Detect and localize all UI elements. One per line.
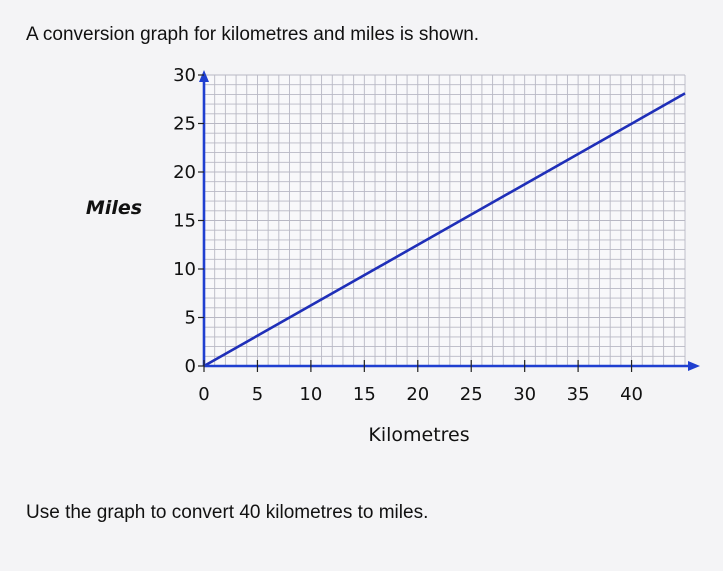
y-tick-label: 25 xyxy=(173,114,196,135)
y-axis-arrow xyxy=(199,70,209,82)
x-tick-label: 25 xyxy=(460,384,483,405)
y-tick-label: 10 xyxy=(173,259,196,280)
series-layer xyxy=(203,92,686,368)
x-tick-label: 20 xyxy=(406,384,429,405)
question-task: Use the graph to convert 40 kilometres t… xyxy=(26,502,429,523)
series-line-0 xyxy=(203,92,686,368)
x-tick-label: 5 xyxy=(252,384,263,405)
y-tick-label: 20 xyxy=(173,162,196,183)
tick-labels: 0 5 10 15 20 25 30 35 40 0 5 10 15 20 25 30 xyxy=(173,65,643,405)
question-intro: A conversion graph for kilometres and mi… xyxy=(26,24,480,45)
y-tick-label: 5 xyxy=(185,308,196,329)
x-tick-label: 35 xyxy=(567,384,590,405)
y-tick-label: 30 xyxy=(173,65,196,86)
x-tick-label: 15 xyxy=(353,384,376,405)
y-tick-label: 0 xyxy=(185,356,196,377)
x-tick-label: 10 xyxy=(299,384,322,405)
x-tick-label: 30 xyxy=(513,384,536,405)
x-axis-title: Kilometres xyxy=(368,424,469,446)
x-tick-label: 40 xyxy=(620,384,643,405)
x-tick-label: 0 xyxy=(198,384,209,405)
axes xyxy=(199,70,700,371)
x-axis-arrow xyxy=(688,361,700,371)
y-axis-title: Miles xyxy=(86,197,142,219)
y-tick-label: 15 xyxy=(173,211,196,232)
